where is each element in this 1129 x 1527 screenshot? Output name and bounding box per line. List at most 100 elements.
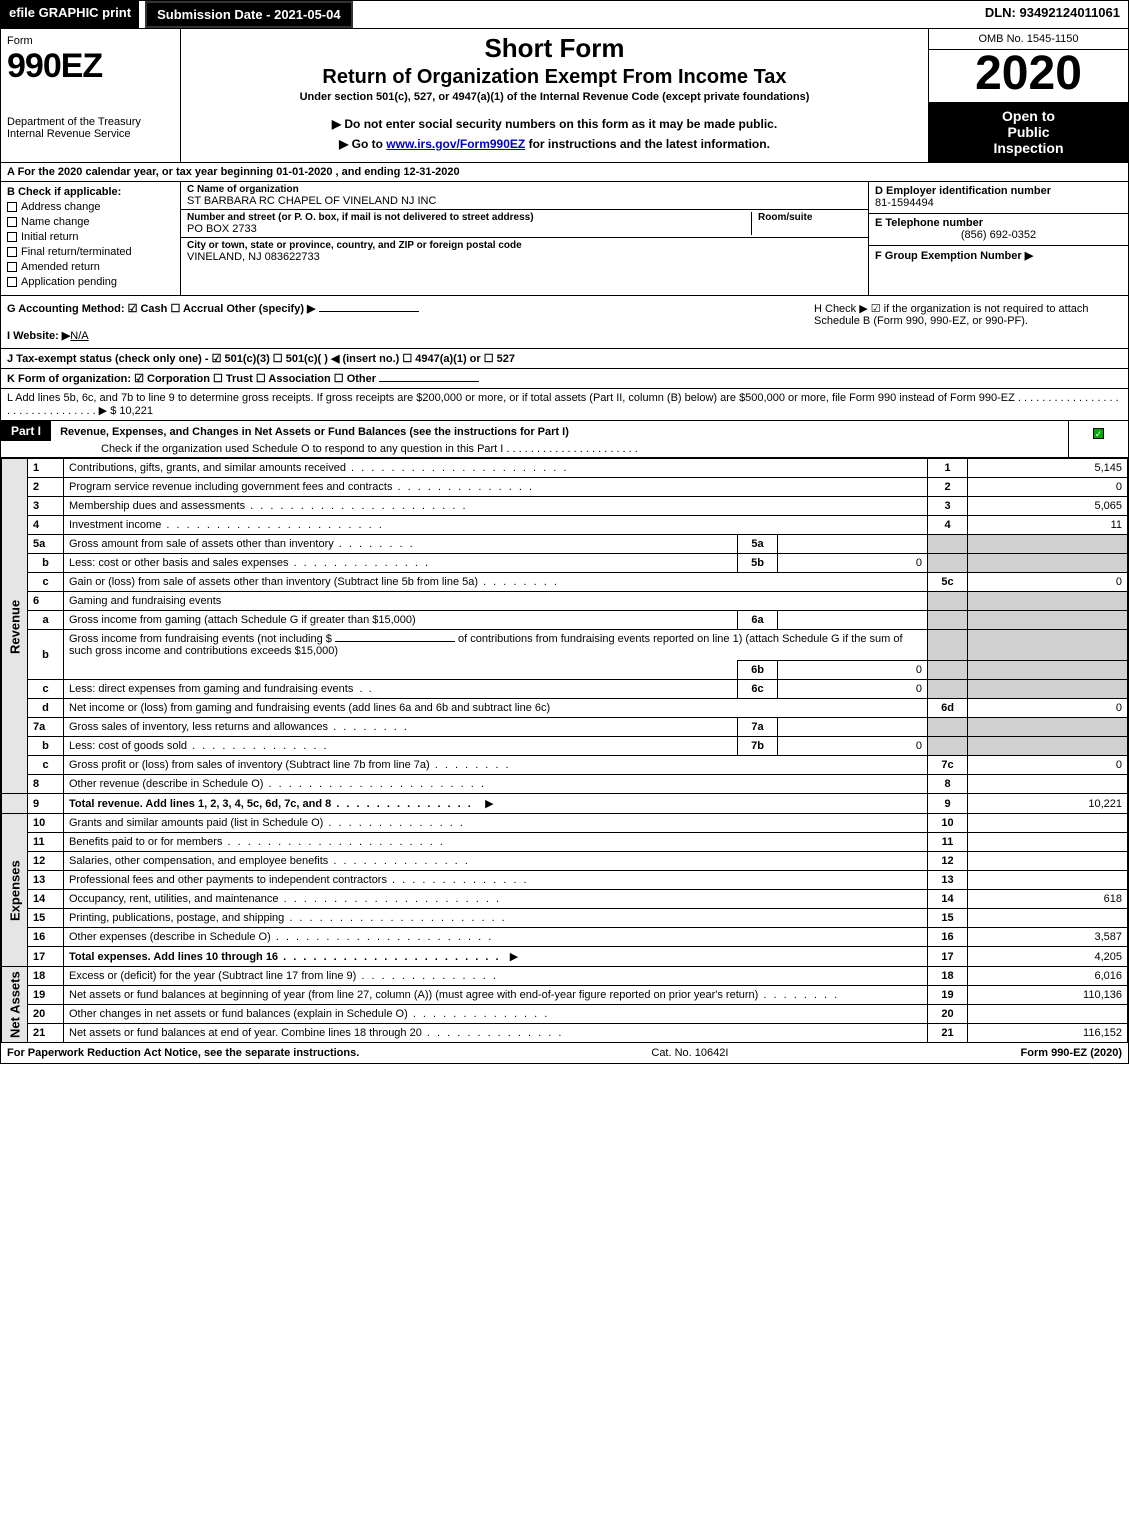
checkbox-icon[interactable] (7, 262, 17, 272)
contrib-blank (335, 641, 455, 642)
topbar-spacer (353, 1, 977, 28)
irs-link[interactable]: www.irs.gov/Form990EZ (386, 137, 525, 151)
sub-amount (778, 611, 928, 630)
line-amount (968, 909, 1128, 928)
table-row: 17 Total expenses. Add lines 10 through … (2, 947, 1128, 967)
table-row: a Gross income from gaming (attach Sched… (2, 611, 1128, 630)
line-num-col: 3 (928, 497, 968, 516)
checkbox-icon[interactable] (7, 217, 17, 227)
tax-exempt-status: J Tax-exempt status (check only one) - ☑… (7, 353, 515, 365)
dln-label: DLN: 93492124011061 (977, 1, 1128, 28)
line-num-col: 20 (928, 1005, 968, 1024)
row-h: H Check ▶ ☑ if the organization is not r… (808, 296, 1128, 348)
line-num-col: 5c (928, 573, 968, 592)
form-of-org: K Form of organization: ☑ Corporation ☐ … (7, 373, 376, 385)
line-desc: Net income or (loss) from gaming and fun… (64, 699, 928, 718)
line-desc: Gross sales of inventory, less returns a… (64, 718, 738, 737)
sub-num: 7b (738, 737, 778, 756)
check-label: Address change (21, 201, 101, 213)
ein-row: D Employer identification number 81-1594… (869, 182, 1128, 214)
checkbox-icon[interactable] (7, 277, 17, 287)
table-row: b Gross income from fundraising events (… (2, 630, 1128, 661)
line-desc: Net assets or fund balances at end of ye… (64, 1024, 928, 1043)
footer-paperwork: For Paperwork Reduction Act Notice, see … (7, 1047, 359, 1059)
table-row: 9 Total revenue. Add lines 1, 2, 3, 4, 5… (2, 794, 1128, 814)
line-num-col: 16 (928, 928, 968, 947)
line-amount (968, 852, 1128, 871)
check-name-change: Name change (7, 216, 174, 228)
shaded-cell (928, 718, 968, 737)
submission-date: Submission Date - 2021-05-04 (145, 1, 353, 28)
check-final-return: Final return/terminated (7, 246, 174, 258)
accounting-method: G Accounting Method: ☑ Cash ☐ Accrual Ot… (7, 303, 316, 315)
line-desc: Excess or (deficit) for the year (Subtra… (64, 967, 928, 986)
line-num-col: 6d (928, 699, 968, 718)
part1-subtitle: Check if the organization used Schedule … (1, 441, 1068, 457)
table-row: 19 Net assets or fund balances at beginn… (2, 986, 1128, 1005)
check-application-pending: Application pending (7, 276, 174, 288)
sub-num: 5b (738, 554, 778, 573)
spacer-cell (2, 794, 28, 814)
line-num-col: 18 (928, 967, 968, 986)
line-desc: Grants and similar amounts paid (list in… (64, 814, 928, 833)
shaded-cell (968, 592, 1128, 611)
header-left: Form 990EZ Department of the Treasury In… (1, 29, 181, 162)
line-desc: Total expenses. Add lines 10 through 16 … (64, 947, 928, 967)
sub-num: 6c (738, 680, 778, 699)
line-desc: Other changes in net assets or fund bala… (64, 1005, 928, 1024)
line-desc: Total revenue. Add lines 1, 2, 3, 4, 5c,… (64, 794, 928, 814)
page-footer: For Paperwork Reduction Act Notice, see … (1, 1043, 1128, 1063)
line-no: 5a (28, 535, 64, 554)
check-icon: ✓ (1093, 428, 1104, 439)
row-g: G Accounting Method: ☑ Cash ☐ Accrual Ot… (1, 296, 808, 348)
line-no: 6 (28, 592, 64, 611)
efile-print-label: efile GRAPHIC print (1, 1, 139, 28)
city-value: VINELAND, NJ 083622733 (187, 251, 862, 263)
org-name-row: C Name of organization ST BARBARA RC CHA… (181, 182, 868, 210)
line-no: 8 (28, 775, 64, 794)
check-amended-return: Amended return (7, 261, 174, 273)
line-amount (968, 775, 1128, 794)
line-num-col: 11 (928, 833, 968, 852)
line-no: 15 (28, 909, 64, 928)
line-desc: Printing, publications, postage, and shi… (64, 909, 928, 928)
checkbox-icon[interactable] (7, 232, 17, 242)
goto-link-line: ▶ Go to www.irs.gov/Form990EZ for instru… (189, 137, 920, 151)
table-row: 5a Gross amount from sale of assets othe… (2, 535, 1128, 554)
goto-pre: ▶ Go to (339, 137, 386, 151)
line-no: c (28, 680, 64, 699)
addr-value: PO BOX 2733 (187, 223, 745, 235)
line-amount: 5,065 (968, 497, 1128, 516)
line-no: 19 (28, 986, 64, 1005)
line-amount: 0 (968, 478, 1128, 497)
table-row: 2 Program service revenue including gove… (2, 478, 1128, 497)
line-desc: Less: cost or other basis and sales expe… (64, 554, 738, 573)
irs-label: Internal Revenue Service (7, 128, 174, 140)
check-label: Amended return (21, 261, 100, 273)
table-row: 6 Gaming and fundraising events (2, 592, 1128, 611)
group-exemption-row: F Group Exemption Number ▶ (869, 246, 1128, 278)
table-row: Net Assets 18 Excess or (deficit) for th… (2, 967, 1128, 986)
check-address-change: Address change (7, 201, 174, 213)
schedule-o-checkbox: ✓ (1068, 421, 1128, 457)
line-amount: 6,016 (968, 967, 1128, 986)
inspection-box: Open to Public Inspection (929, 102, 1128, 162)
line-desc: Benefits paid to or for members (64, 833, 928, 852)
line-amount: 0 (968, 756, 1128, 775)
sub-num: 5a (738, 535, 778, 554)
checkbox-icon[interactable] (7, 202, 17, 212)
table-row: 4 Investment income 4 11 (2, 516, 1128, 535)
line-no: 21 (28, 1024, 64, 1043)
checkbox-icon[interactable] (7, 247, 17, 257)
line-num-col: 13 (928, 871, 968, 890)
goto-post: for instructions and the latest informat… (525, 137, 770, 151)
table-row: 14 Occupancy, rent, utilities, and maint… (2, 890, 1128, 909)
line-no: b (28, 737, 64, 756)
line-amount: 618 (968, 890, 1128, 909)
inspection-line3: Inspection (935, 140, 1122, 156)
table-row: c Less: direct expenses from gaming and … (2, 680, 1128, 699)
shaded-cell (968, 737, 1128, 756)
sub-amount: 0 (778, 737, 928, 756)
title-return: Return of Organization Exempt From Incom… (189, 66, 920, 89)
org-name-value: ST BARBARA RC CHAPEL OF VINELAND NJ INC (187, 195, 862, 207)
